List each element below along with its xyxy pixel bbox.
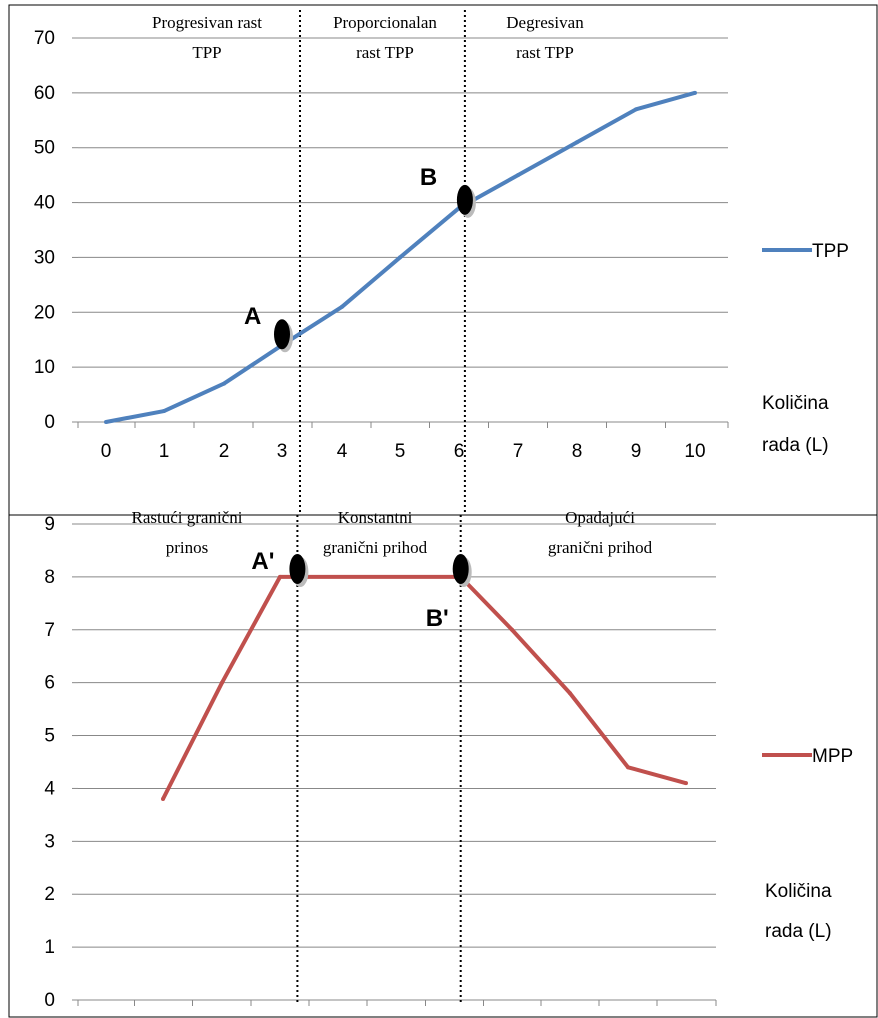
tpp-chart: 0 10 20 30 40 50 60 70 0 1 2 3 4 5 6 7 8 9 10 Progresivan r… [34, 10, 849, 515]
x-tick-label: 1 [159, 441, 170, 462]
y-tick-label: 70 [34, 28, 55, 49]
x-tick-label: 4 [337, 441, 348, 462]
y-tick-label: 2 [44, 884, 55, 905]
y-tick-label: 60 [34, 83, 55, 104]
y-tick-label: 7 [44, 620, 55, 641]
data-point [568, 691, 572, 696]
x-tick-label: 7 [513, 441, 524, 462]
region-label: rast TPP [356, 43, 414, 62]
y-tick-label: 8 [44, 567, 55, 588]
region-label: Konstantni [338, 508, 413, 527]
region-label: Degresivan [506, 13, 584, 32]
y-tick-label: 40 [34, 193, 55, 214]
data-point [162, 409, 166, 414]
figure-borders [8, 4, 878, 1018]
x-axis-label: Količina [765, 881, 832, 902]
region-label: granični prihod [323, 538, 428, 557]
y-tick-label: 4 [44, 778, 55, 799]
data-point [278, 574, 282, 579]
data-point [575, 140, 579, 145]
y-tick-label: 3 [44, 831, 55, 852]
x-axis-label: rada (L) [762, 435, 829, 456]
y-tick-label: 1 [44, 937, 55, 958]
point-label: A' [251, 548, 274, 575]
legend-label: MPP [812, 746, 853, 767]
point-label: B' [426, 605, 449, 632]
data-point [220, 680, 224, 685]
x-tick-label: 3 [277, 441, 288, 462]
data-point [516, 173, 520, 178]
region-label: Opadajući [565, 508, 635, 527]
region-label: granični prihod [548, 538, 653, 557]
data-point [510, 627, 514, 632]
y-tick-label: 0 [44, 412, 55, 433]
region-label: Proporcionalan [333, 13, 437, 32]
point-label: A [244, 303, 261, 330]
y-tick-label: 30 [34, 247, 55, 268]
data-point [222, 381, 226, 386]
data-point [340, 304, 344, 309]
x-tick-label: 9 [631, 441, 642, 462]
y-tick-label: 50 [34, 138, 55, 159]
data-point [398, 255, 402, 260]
x-tick-label: 2 [219, 441, 230, 462]
region-label: Rastući granični [132, 508, 243, 527]
y-tick-label: 6 [44, 673, 55, 694]
x-tick-label: 10 [684, 441, 705, 462]
data-point [634, 107, 638, 112]
figure-border [8, 4, 878, 1018]
legend-label: TPP [812, 241, 849, 262]
point-marker [274, 319, 290, 350]
y-tick-label: 10 [34, 357, 55, 378]
region-label: rast TPP [516, 43, 574, 62]
point-marker [456, 184, 473, 215]
y-tick-label: 20 [34, 302, 55, 323]
mpp-chart: 0123456789012345678910Rastući graničnipr… [44, 508, 853, 1011]
data-point [626, 765, 630, 770]
data-point [161, 797, 165, 802]
x-tick-label: 6 [454, 441, 465, 462]
data-point [693, 90, 697, 95]
y-tick-label: 9 [44, 514, 55, 535]
point-label: B [420, 164, 437, 191]
y-tick-label: 5 [44, 726, 55, 747]
region-label: Progresivan rast [152, 13, 262, 32]
x-tick-label: 5 [395, 441, 406, 462]
series-line [161, 574, 687, 800]
x-tick-label: 0 [101, 441, 112, 462]
x-axis-label: rada (L) [765, 921, 832, 942]
x-axis-label: Količina [762, 393, 829, 414]
data-point [684, 781, 688, 786]
data-point [104, 420, 108, 424]
point-marker [289, 553, 306, 584]
region-label: prinos [166, 538, 209, 557]
y-tick-label: 0 [44, 990, 55, 1011]
region-label: TPP [192, 43, 221, 62]
point-marker [452, 553, 469, 584]
x-tick-label: 8 [572, 441, 583, 462]
